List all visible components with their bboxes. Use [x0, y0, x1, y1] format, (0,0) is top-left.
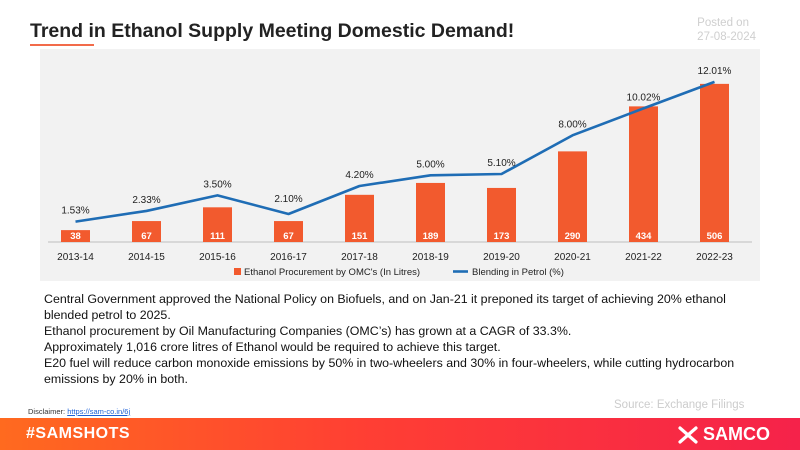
- x-tick-2016-17: 2016-17: [270, 252, 307, 263]
- x-tick-2014-15: 2014-15: [128, 252, 165, 263]
- bar-2019-20: [487, 187, 516, 242]
- legend-bar-label: Ethanol Procurement by OMC's (In Litres): [244, 267, 420, 278]
- posted-info: Posted on 27-08-2024: [697, 16, 756, 44]
- page-title: Trend in Ethanol Supply Meeting Domestic…: [30, 20, 515, 42]
- footer-banner: #SAMSHOTS SAMCO: [0, 418, 800, 450]
- bar-2014-15: [132, 221, 161, 242]
- title-underline: [30, 44, 94, 46]
- description-line-1: Central Government approved the National…: [44, 292, 726, 322]
- x-tick-2021-22: 2021-22: [625, 252, 662, 263]
- hashtag-label: #SAMSHOTS: [26, 425, 131, 442]
- bar-value-label-2021-22: 434: [636, 231, 653, 242]
- line-label-2018-19: 5.00%: [416, 159, 444, 170]
- bar-2015-16: [203, 207, 232, 242]
- bar-value-label-2014-15: 67: [141, 231, 152, 242]
- bar-value-label-2020-21: 290: [565, 231, 581, 242]
- line-label-2013-14: 1.53%: [61, 206, 89, 217]
- brand-logo: SAMCO: [677, 424, 770, 445]
- description-line-2: Ethanol procurement by Oil Manufacturing…: [44, 324, 572, 338]
- x-tick-2015-16: 2015-16: [199, 252, 236, 263]
- chart-panel: 38 67 111 67 151 189 173 290 434 506 1.53% 2.33% 3.5…: [40, 49, 760, 281]
- legend-bar-swatch: [234, 268, 241, 275]
- bar-value-label-2013-14: 38: [70, 231, 81, 242]
- line-label-2014-15: 2.33%: [132, 195, 160, 206]
- bar-2017-18: [345, 194, 374, 242]
- disclaimer: Disclaimer: https://sam-co.in/6j: [28, 407, 130, 416]
- description-line-4: E20 fuel will reduce carbon monoxide emi…: [44, 356, 735, 386]
- bar-value-label-2018-19: 189: [423, 231, 439, 242]
- posted-date: 27-08-2024: [697, 31, 756, 43]
- bar-2013-14: [61, 230, 90, 242]
- line-label-2017-18: 4.20%: [345, 170, 373, 181]
- x-tick-2019-20: 2019-20: [483, 252, 520, 263]
- bar-value-label-2022-23: 506: [707, 231, 723, 242]
- posted-label: Posted on: [697, 17, 749, 29]
- bar-2021-22: [629, 106, 658, 242]
- bar-value-label-2015-16: 111: [210, 231, 226, 242]
- description: Central Government approved the National…: [44, 291, 764, 387]
- samco-logo-icon: [678, 425, 698, 444]
- bar-2016-17: [274, 221, 303, 242]
- bar-2018-19: [416, 182, 445, 242]
- blending-line: [75, 80, 715, 223]
- disclaimer-link[interactable]: https://sam-co.in/6j: [67, 407, 131, 416]
- x-tick-2018-19: 2018-19: [412, 252, 449, 263]
- line-label-2019-20: 5.10%: [487, 158, 515, 169]
- line-label-2015-16: 3.50%: [203, 179, 231, 190]
- disclaimer-label: Disclaimer:: [28, 407, 66, 416]
- line-label-2021-22: 10.02%: [627, 92, 661, 103]
- x-tick-2013-14: 2013-14: [57, 252, 94, 263]
- line-label-2016-17: 2.10%: [274, 194, 302, 205]
- bar-value-label-2017-18: 151: [352, 231, 369, 242]
- x-tick-2022-23: 2022-23: [696, 252, 733, 263]
- ethanol-chart: 38 67 111 67 151 189 173 290 434 506 1.53% 2.33% 3.5…: [48, 66, 752, 278]
- bar-value-label-2019-20: 173: [494, 231, 510, 242]
- x-tick-2017-18: 2017-18: [341, 252, 378, 263]
- line-label-2020-21: 8.00%: [558, 119, 586, 130]
- bar-value-label-2016-17: 67: [283, 231, 294, 242]
- legend-line-label: Blending in Petrol (%): [472, 267, 564, 278]
- bar-2020-21: [558, 151, 587, 242]
- brand-name: SAMCO: [703, 424, 770, 444]
- source-note: Source: Exchange Filings: [614, 399, 745, 411]
- description-line-3: Approximately 1,016 crore litres of Etha…: [44, 340, 501, 354]
- x-tick-2020-21: 2020-21: [554, 252, 591, 263]
- line-label-2022-23: 12.01%: [698, 66, 732, 77]
- bar-2022-23: [700, 83, 729, 242]
